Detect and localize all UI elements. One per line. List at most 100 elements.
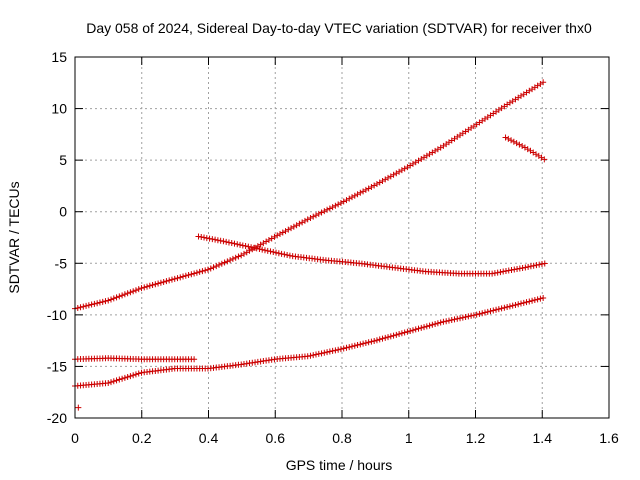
data-point <box>119 292 126 299</box>
data-point <box>182 272 189 279</box>
data-point <box>387 173 394 180</box>
data-point <box>513 140 520 147</box>
data-point <box>94 300 101 307</box>
data-point <box>185 272 192 279</box>
data-point <box>307 215 314 222</box>
data-point <box>318 209 325 216</box>
data-point <box>360 188 367 195</box>
x-tick-label: 1.4 <box>533 430 553 446</box>
data-point <box>531 297 538 304</box>
data-point <box>290 223 297 230</box>
data-point <box>362 186 369 193</box>
data-point <box>529 297 536 304</box>
data-point <box>285 226 292 233</box>
data-point <box>340 198 347 205</box>
data-point <box>119 375 126 382</box>
data-point <box>216 261 223 268</box>
y-tick-label: 15 <box>51 49 67 65</box>
data-point <box>382 334 389 341</box>
data-point <box>497 269 504 276</box>
data-point <box>315 210 322 217</box>
data-point <box>127 373 134 380</box>
data-point <box>493 306 500 313</box>
data-point <box>96 299 103 306</box>
data-point <box>144 283 151 290</box>
data-point <box>132 371 139 378</box>
data-point <box>379 335 386 342</box>
data-point <box>517 300 524 307</box>
data-point <box>541 156 548 163</box>
data-point <box>174 275 181 282</box>
data-point <box>536 261 543 268</box>
data-point <box>166 277 173 284</box>
data-point <box>281 251 288 258</box>
data-point <box>393 170 400 177</box>
data-point <box>349 343 356 350</box>
series-b <box>195 233 548 277</box>
x-tick-label: 0.6 <box>266 430 286 446</box>
data-point <box>373 181 380 188</box>
data-point <box>335 201 342 208</box>
data-point <box>451 316 458 323</box>
data-point <box>207 265 214 272</box>
data-point <box>423 323 430 330</box>
data-point <box>214 237 221 244</box>
data-point <box>310 213 317 220</box>
data-point <box>526 298 533 305</box>
data-point <box>256 246 263 253</box>
data-point <box>83 302 90 309</box>
series-a <box>72 79 547 312</box>
data-point <box>508 267 515 274</box>
data-point <box>357 341 364 348</box>
data-point <box>516 141 523 148</box>
data-point <box>432 321 439 328</box>
x-tick-label: 0 <box>71 430 79 446</box>
series-e <box>502 134 548 163</box>
data-point <box>221 259 228 266</box>
data-point <box>318 350 325 357</box>
data-point <box>538 261 545 268</box>
data-point <box>343 344 350 351</box>
data-point <box>188 271 195 278</box>
data-point <box>91 300 98 307</box>
data-point <box>437 319 444 326</box>
data-point <box>231 240 238 247</box>
data-point <box>209 236 216 243</box>
data-point <box>155 280 162 287</box>
series-c <box>72 294 547 390</box>
data-point <box>245 243 252 250</box>
data-point <box>349 194 356 201</box>
data-point <box>243 249 250 256</box>
data-point <box>371 337 378 344</box>
y-tick-labels: -20 -15 -10 -5 0 5 10 15 <box>47 49 67 426</box>
data-point <box>365 339 372 346</box>
data-point <box>368 183 375 190</box>
data-point <box>105 379 112 386</box>
data-point <box>500 268 507 275</box>
data-point <box>276 230 283 237</box>
series-d <box>72 355 198 363</box>
data-point <box>401 165 408 172</box>
data-point <box>321 349 328 356</box>
y-tick-label: -20 <box>47 410 67 426</box>
data-point <box>195 233 202 240</box>
data-point <box>373 337 380 344</box>
data-point <box>448 316 455 323</box>
data-point <box>132 287 139 294</box>
data-point <box>351 342 358 349</box>
data-point <box>279 229 286 236</box>
data-point <box>274 232 281 239</box>
x-tick-label: 0.8 <box>332 430 352 446</box>
data-point <box>335 346 342 353</box>
x-tick-label: 1.2 <box>466 430 486 446</box>
data-point <box>445 317 452 324</box>
x-tick-label: 1 <box>405 430 413 446</box>
data-point <box>263 238 270 245</box>
data-point <box>201 234 208 241</box>
data-point <box>491 270 498 277</box>
data-point <box>264 247 271 254</box>
data-point <box>505 267 512 274</box>
data-point <box>242 243 249 250</box>
data-point <box>404 164 411 171</box>
data-point <box>163 278 170 285</box>
